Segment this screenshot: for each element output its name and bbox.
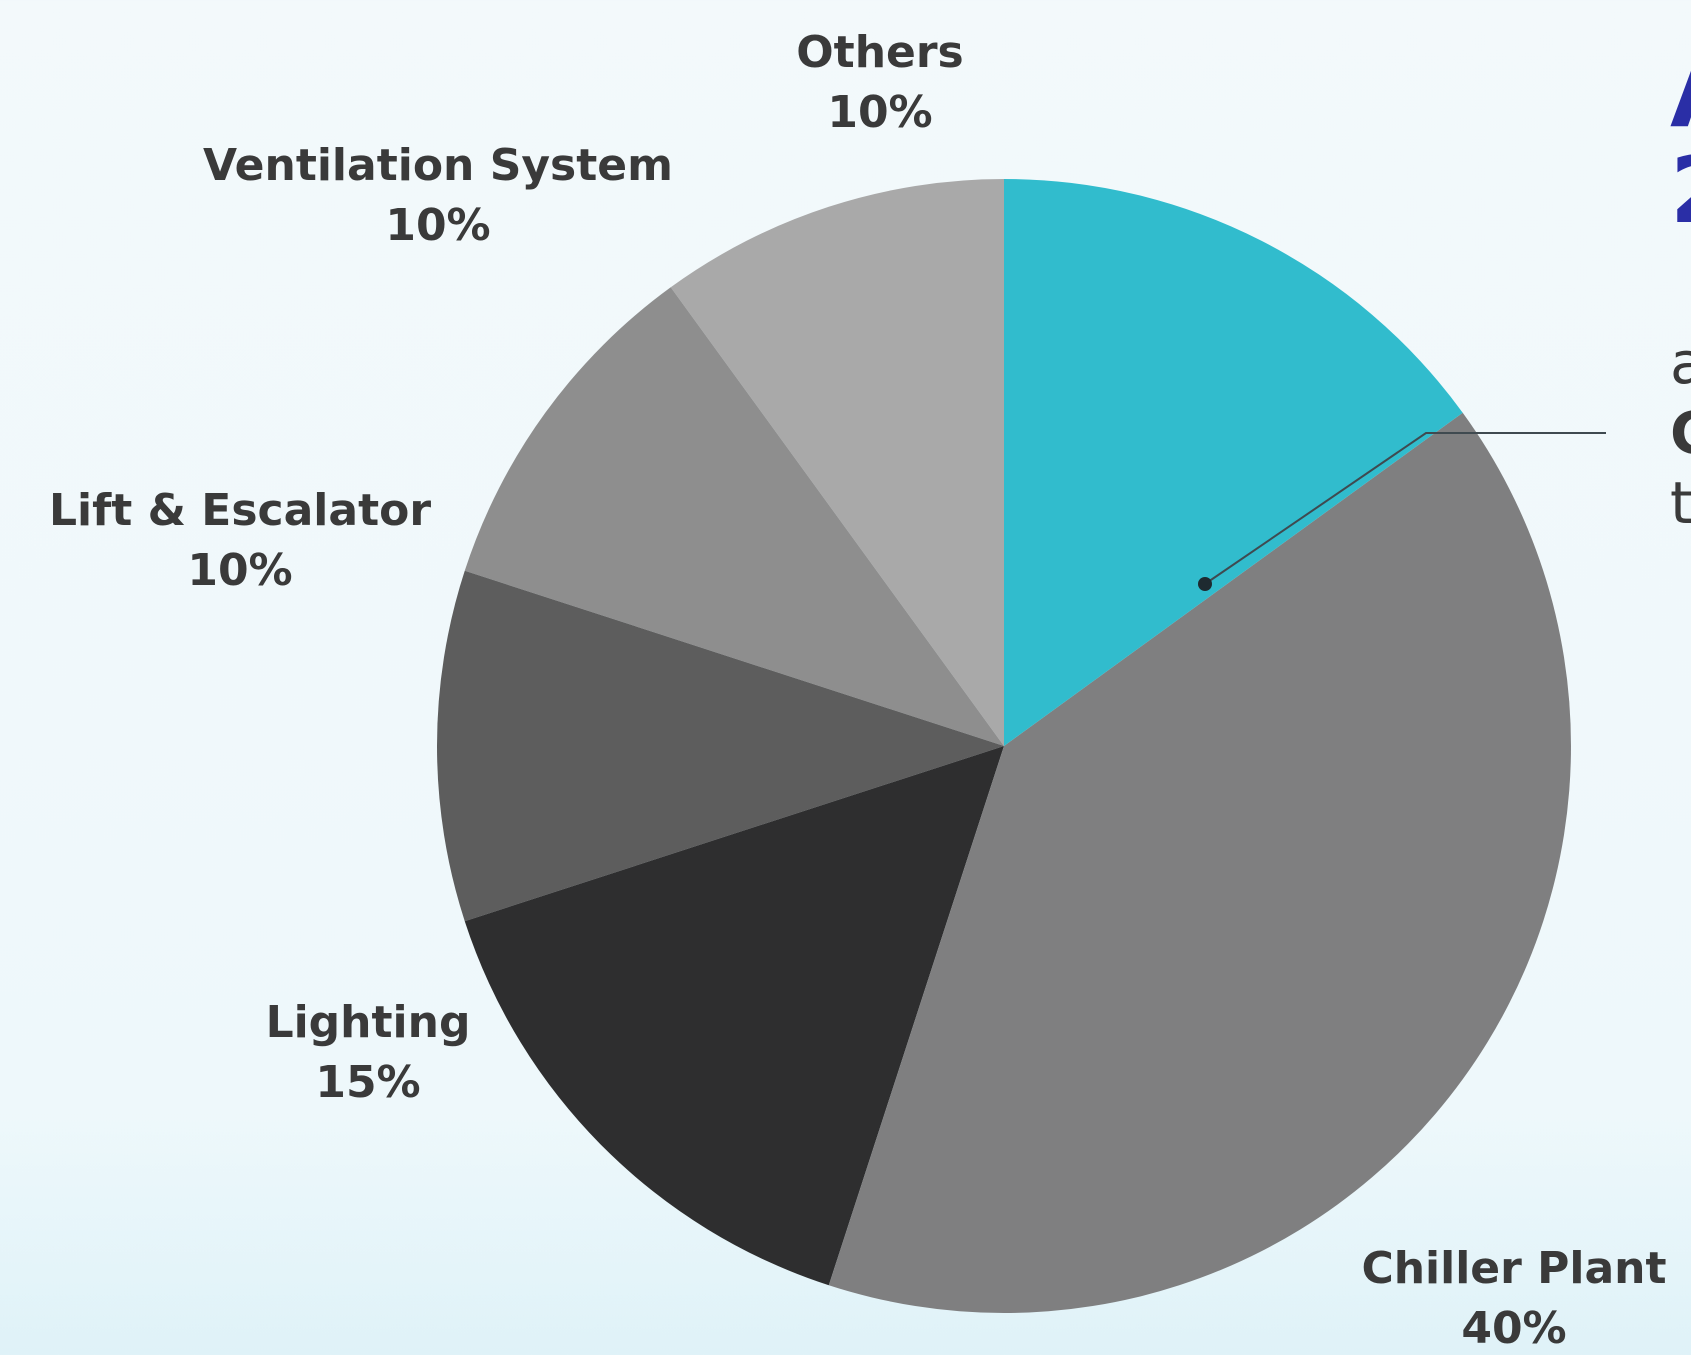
highlight-callout bbox=[1198, 432, 1606, 591]
pie-slice-highlighted bbox=[1004, 179, 1463, 746]
callout-leader-line bbox=[1204, 432, 1606, 585]
side-body-line-2: C bbox=[1670, 399, 1691, 467]
slice-percent-chiller-plant: 40% bbox=[1461, 1303, 1566, 1354]
slice-label-lift-escalator: Lift & Escalator bbox=[49, 485, 431, 536]
slice-percent-lighting: 15% bbox=[315, 1057, 420, 1108]
callout-dot bbox=[1198, 577, 1212, 591]
pie-slice-ventilation-system bbox=[464, 287, 1004, 746]
pie-slice-others bbox=[670, 179, 1004, 746]
side-body-line-3: t bbox=[1670, 469, 1691, 537]
slice-percent-ventilation-system: 10% bbox=[385, 200, 490, 251]
side-description: A 2 a C t bbox=[1670, 41, 1691, 537]
pie-labels: Others 10% Ventilation System 10% Lift &… bbox=[49, 27, 1667, 1354]
pie-slice-lift-escalator bbox=[436, 570, 1004, 922]
side-heading-line-2: 2 bbox=[1670, 137, 1691, 244]
side-heading-line-1: A bbox=[1670, 41, 1691, 148]
pie-slice-chiller-plant bbox=[828, 412, 1571, 1313]
pie-slice-lighting bbox=[464, 746, 1004, 1286]
slice-label-chiller-plant: Chiller Plant bbox=[1361, 1243, 1666, 1294]
pie-slices bbox=[436, 179, 1571, 1313]
slice-percent-lift-escalator: 10% bbox=[187, 545, 292, 596]
slice-label-others: Others bbox=[796, 27, 964, 78]
slice-percent-others: 10% bbox=[827, 87, 932, 138]
side-body-line-1: a bbox=[1670, 329, 1691, 397]
slice-label-ventilation-system: Ventilation System bbox=[203, 140, 673, 191]
slice-label-lighting: Lighting bbox=[266, 997, 471, 1048]
